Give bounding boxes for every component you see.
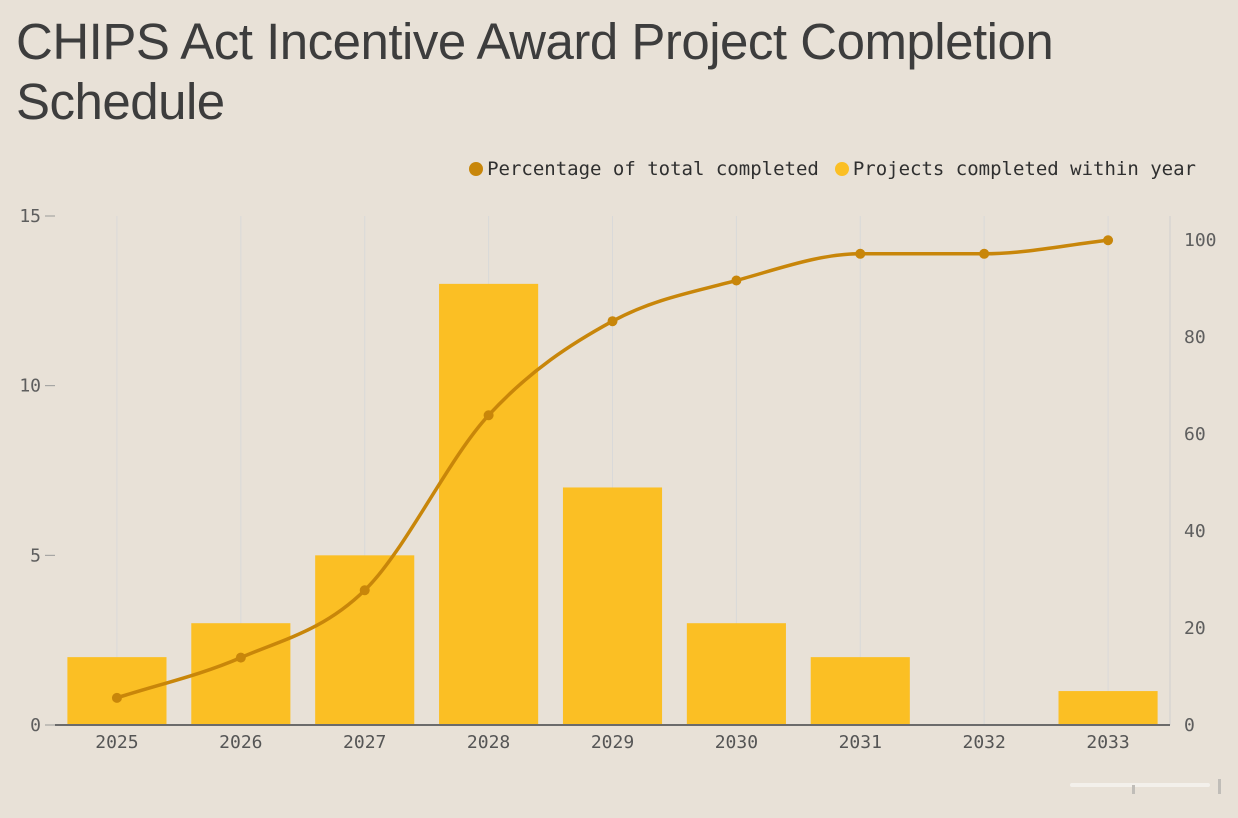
x-tick-label-2025: 2025 xyxy=(95,732,138,753)
x-tick-label-2029: 2029 xyxy=(591,732,634,753)
line-point-2032 xyxy=(979,248,990,259)
line-percentage-completed xyxy=(115,238,1110,700)
line-point-2025 xyxy=(111,692,122,703)
x-tick-label-2030: 2030 xyxy=(715,732,758,753)
x-tick-label-2033: 2033 xyxy=(1086,732,1129,753)
x-tick-label-2026: 2026 xyxy=(219,732,262,753)
bar-2025 xyxy=(67,657,167,725)
bar-2026 xyxy=(191,623,291,725)
watermark-logo xyxy=(1070,779,1221,794)
bar-2030 xyxy=(686,623,786,725)
x-tick-label-2027: 2027 xyxy=(343,732,386,753)
bar-2028 xyxy=(439,283,539,725)
y-right-tick-label-100: 100 xyxy=(1184,230,1217,251)
line-point-2028 xyxy=(483,410,494,421)
line-point-2029 xyxy=(607,316,618,327)
line-point-2033 xyxy=(1103,235,1114,246)
y-left-tick-label-0: 0 xyxy=(30,715,41,736)
legend-item-percentage[interactable]: Percentage of total completed xyxy=(469,158,819,180)
y-right-tick-label-60: 60 xyxy=(1184,424,1206,445)
line-point-2027 xyxy=(359,585,370,596)
y-left-tick-label-5: 5 xyxy=(30,545,41,566)
chart-title: CHIPS Act Incentive Award Project Comple… xyxy=(16,13,1054,130)
line-point-2026 xyxy=(235,652,246,663)
legend-label-projects: Projects completed within year xyxy=(852,158,1196,180)
bar-2031 xyxy=(810,657,910,725)
chart-legend: Percentage of total completed Projects c… xyxy=(469,158,1196,180)
x-tick-label-2028: 2028 xyxy=(467,732,510,753)
legend-item-projects[interactable]: Projects completed within year xyxy=(834,158,1196,180)
y-right-tick-label-0: 0 xyxy=(1184,715,1195,736)
bar-2029 xyxy=(562,487,663,725)
y-right-tick-label-20: 20 xyxy=(1184,618,1206,639)
legend-label-percentage: Percentage of total completed xyxy=(487,158,819,180)
line-point-2031 xyxy=(855,248,866,259)
bar-2033 xyxy=(1058,691,1158,725)
y-right-tick-label-40: 40 xyxy=(1184,521,1206,542)
x-tick-label-2032: 2032 xyxy=(962,732,1005,753)
y-right-tick-label-80: 80 xyxy=(1184,327,1206,348)
legend-marker-projects xyxy=(834,162,849,176)
legend-marker-percentage xyxy=(469,162,484,176)
y-left-tick-label-10: 10 xyxy=(19,376,41,397)
bar-2027 xyxy=(315,555,415,725)
line-point-2030 xyxy=(731,275,742,286)
x-tick-label-2031: 2031 xyxy=(839,732,882,753)
y-left-tick-label-15: 15 xyxy=(19,206,41,227)
